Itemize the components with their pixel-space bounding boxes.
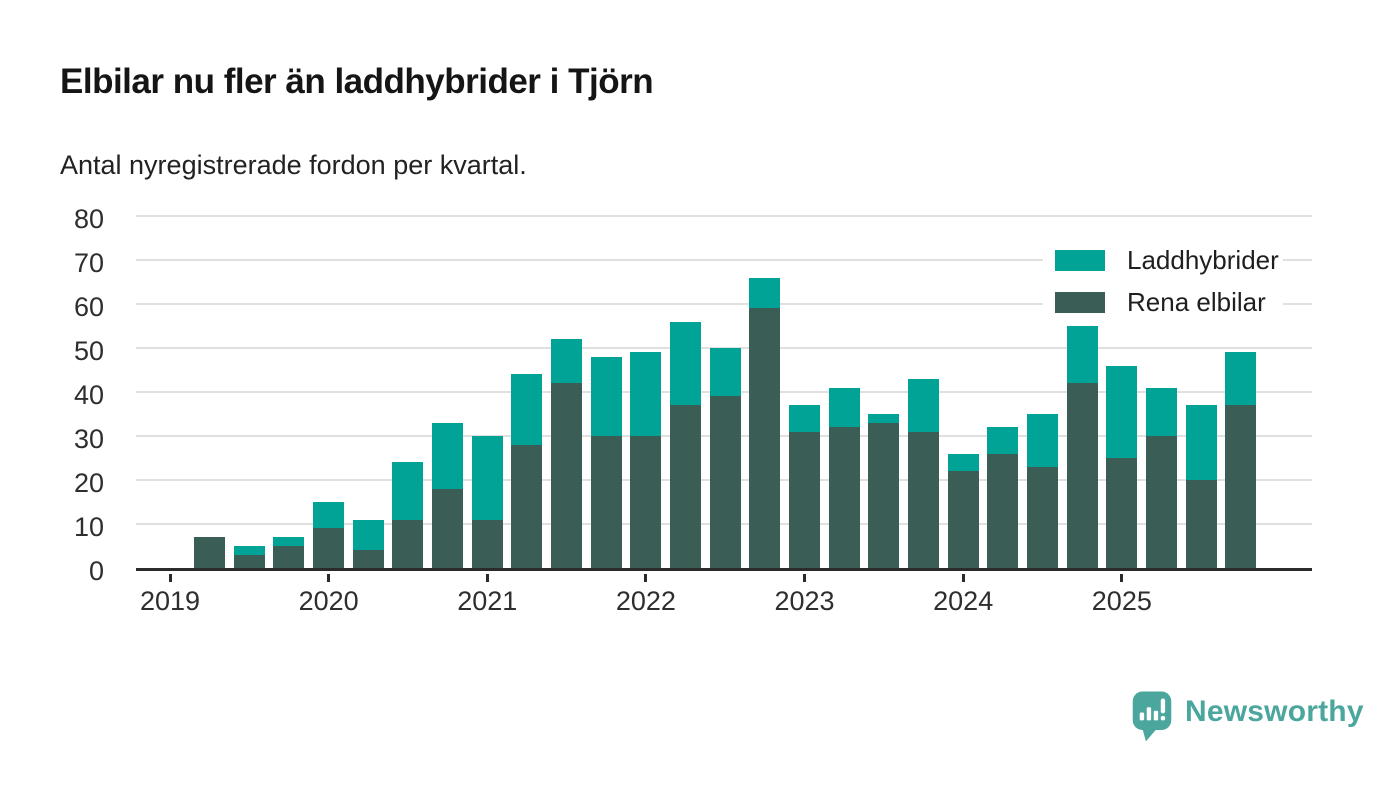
- gridline: [136, 259, 1312, 261]
- bar-segment-rena-elbilar: [194, 537, 226, 568]
- y-tick-label: 0: [88, 556, 104, 586]
- x-tick-label: 2020: [298, 586, 359, 616]
- bar-segment-rena-elbilar: [908, 431, 940, 568]
- bar-segment-laddhybrider: [1066, 326, 1098, 384]
- bar-segment-laddhybrider: [947, 453, 979, 472]
- bar-segment-laddhybrider: [908, 378, 940, 432]
- bar-segment-rena-elbilar: [1066, 383, 1098, 568]
- brand-footer: Newsworthy: [1131, 689, 1364, 743]
- x-tick-label: 2024: [933, 586, 994, 616]
- bar-segment-rena-elbilar: [709, 396, 741, 568]
- bar-segment-rena-elbilar: [471, 519, 503, 568]
- bar-segment-laddhybrider: [630, 352, 662, 436]
- bar-segment-rena-elbilar: [233, 554, 265, 568]
- x-tick-label: 2019: [139, 586, 201, 616]
- bar-segment-rena-elbilar: [1225, 405, 1257, 568]
- bar-segment-rena-elbilar: [432, 488, 464, 568]
- bar-segment-rena-elbilar: [551, 383, 583, 568]
- gridline: [136, 347, 1312, 349]
- x-tick-mark: [485, 574, 489, 582]
- x-tick-mark: [644, 574, 648, 582]
- bar-segment-laddhybrider: [511, 374, 543, 445]
- bar-segment-laddhybrider: [392, 462, 424, 520]
- bar-segment-rena-elbilar: [1185, 480, 1217, 568]
- bar-segment-laddhybrider: [313, 502, 345, 529]
- bar-segment-laddhybrider: [670, 321, 702, 406]
- bar-segment-laddhybrider: [828, 387, 860, 428]
- chart-subtitle: Antal nyregistrerade fordon per kvartal.: [60, 150, 527, 180]
- y-tick-label: 10: [73, 512, 104, 542]
- chart-title: Elbilar nu fler än laddhybrider i Tjörn: [60, 62, 654, 101]
- bar-segment-laddhybrider: [471, 436, 503, 520]
- bar-segment-rena-elbilar: [749, 308, 781, 568]
- bar-segment-rena-elbilar: [630, 436, 662, 568]
- y-axis: 0 10 20 30 40 50 60 70 80: [0, 204, 120, 586]
- y-tick-label: 50: [73, 336, 104, 366]
- bar-segment-laddhybrider: [709, 348, 741, 397]
- x-tick-mark: [1120, 574, 1124, 582]
- bar-segment-laddhybrider: [273, 537, 305, 546]
- gridline: [136, 215, 1312, 217]
- bar-segment-rena-elbilar: [392, 519, 424, 568]
- bar-segment-rena-elbilar: [1106, 458, 1138, 568]
- bar-segment-laddhybrider: [1027, 414, 1059, 467]
- bar-segment-rena-elbilar: [1027, 466, 1059, 568]
- legend: Laddhybrider Rena elbilar: [1043, 243, 1283, 319]
- bar-segment-laddhybrider: [233, 546, 265, 555]
- bar-segment-laddhybrider: [1185, 405, 1217, 480]
- x-tick-mark: [961, 574, 965, 582]
- bar-segment-rena-elbilar: [947, 471, 979, 568]
- bar-segment-rena-elbilar: [789, 431, 821, 568]
- legend-label: Laddhybrider: [1127, 245, 1279, 275]
- y-tick-label: 30: [73, 424, 104, 454]
- bar-segment-rena-elbilar: [590, 436, 622, 568]
- y-tick-label: 80: [73, 204, 104, 234]
- legend-item-rena-elbilar: Rena elbilar: [1055, 289, 1279, 315]
- bar-segment-rena-elbilar: [273, 546, 305, 568]
- bar-segment-laddhybrider: [432, 422, 464, 489]
- legend-label: Rena elbilar: [1127, 287, 1266, 317]
- y-tick-label: 70: [73, 248, 104, 278]
- bar-segment-laddhybrider: [590, 356, 622, 436]
- newsworthy-logo-icon: [1132, 691, 1172, 742]
- legend-item-laddhybrider: Laddhybrider: [1055, 247, 1279, 273]
- y-tick-label: 20: [73, 468, 104, 498]
- bar-segment-laddhybrider: [1146, 387, 1177, 436]
- bar-segment-rena-elbilar: [670, 405, 702, 568]
- brand-name: Newsworthy: [1185, 695, 1364, 728]
- y-tick-label: 60: [73, 292, 104, 322]
- plot-area: [136, 215, 1312, 571]
- x-axis: 2019 2020 2021 2022 2023 2024 2025: [136, 574, 1312, 634]
- x-tick-mark: [168, 574, 172, 582]
- bar-segment-rena-elbilar: [313, 528, 345, 568]
- legend-swatch-laddhybrider: [1055, 249, 1105, 271]
- gridline: [136, 303, 1312, 305]
- x-tick-mark: [803, 574, 807, 582]
- bar-segment-laddhybrider: [352, 519, 384, 551]
- bar-segment-laddhybrider: [1106, 365, 1138, 458]
- bar-segment-laddhybrider: [868, 414, 900, 423]
- x-tick-label: 2021: [457, 586, 518, 616]
- bar-segment-laddhybrider: [789, 405, 821, 432]
- bar-segment-rena-elbilar: [1146, 436, 1177, 568]
- x-tick-label: 2025: [1091, 586, 1152, 616]
- bar-segment-laddhybrider: [987, 427, 1019, 454]
- bar-segment-rena-elbilar: [987, 453, 1019, 568]
- y-tick-label: 40: [73, 380, 104, 410]
- bar-segment-rena-elbilar: [868, 422, 900, 568]
- bar-segment-rena-elbilar: [352, 550, 384, 568]
- x-tick-label: 2023: [774, 586, 835, 616]
- x-tick-mark: [327, 574, 331, 582]
- bar-segment-rena-elbilar: [828, 427, 860, 568]
- bar-segment-laddhybrider: [1225, 352, 1257, 406]
- bar-segment-laddhybrider: [749, 277, 781, 309]
- legend-swatch-rena-elbilar: [1055, 291, 1105, 313]
- bar-segment-laddhybrider: [551, 339, 583, 384]
- x-tick-label: 2022: [615, 586, 676, 616]
- bar-segment-rena-elbilar: [511, 444, 543, 568]
